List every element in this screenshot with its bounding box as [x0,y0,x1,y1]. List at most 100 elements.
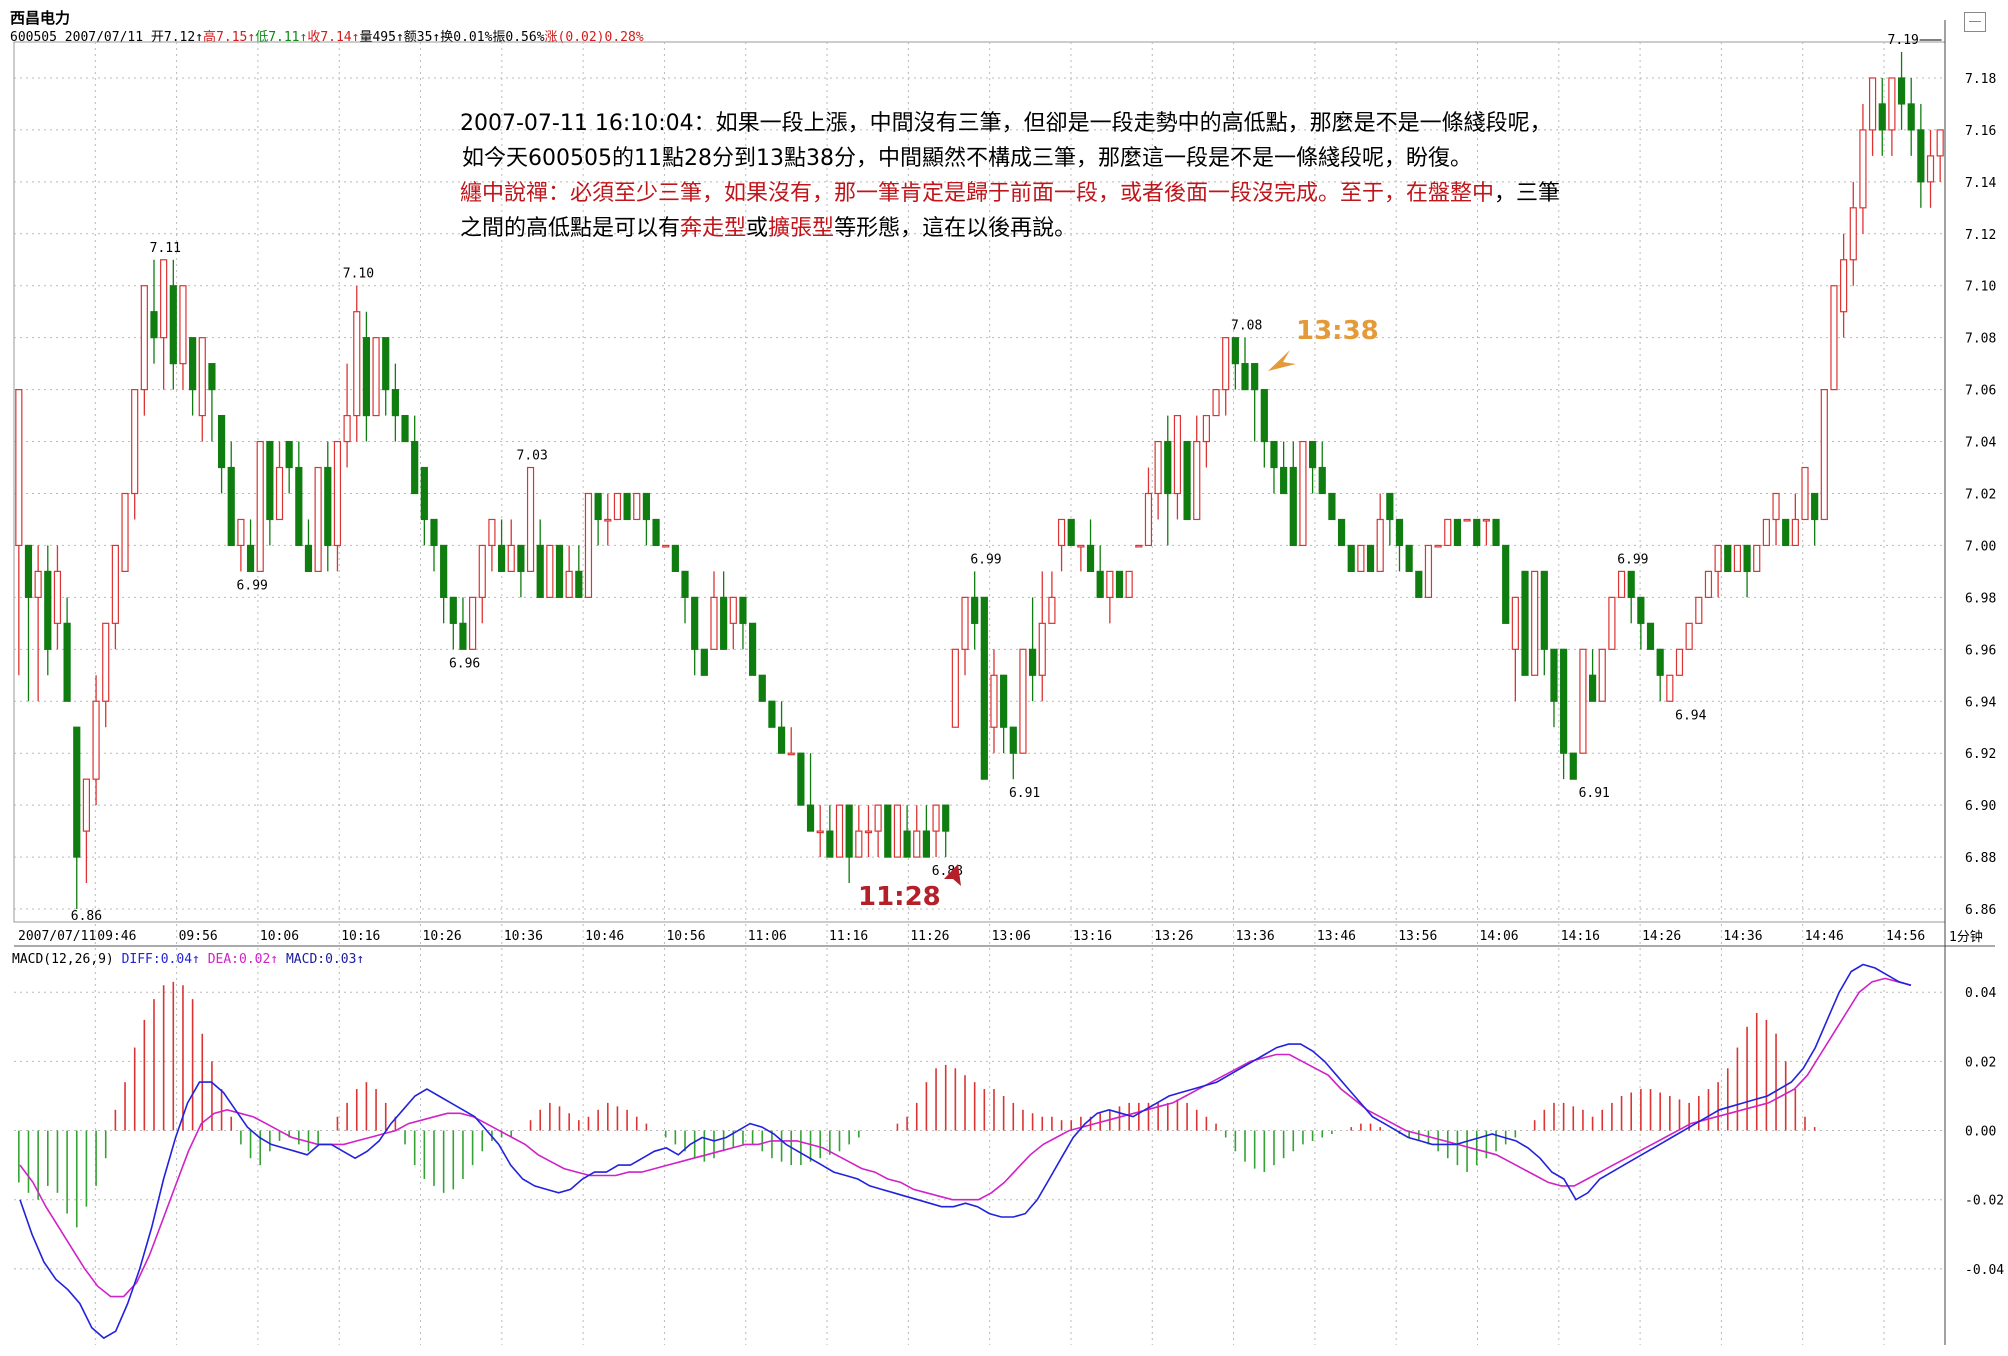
candle-body [1791,518,1799,547]
annotation-tail: ，三筆 [1494,181,1561,206]
candle-body [1000,674,1008,728]
candle-body [131,389,139,495]
panel-toggle-icon[interactable] [1964,12,1986,32]
candle-body [140,285,148,391]
candle-body [1193,440,1201,521]
candle-body [246,544,255,573]
price-tick-label: 7.00 [1965,539,1996,554]
candle-body [1695,596,1703,624]
candle-body [1328,492,1336,521]
candle-body [1048,596,1056,624]
annotation-highlight-running: 奔走型 [680,216,747,241]
candle-body [1801,466,1809,521]
macd-tick-label: 0.02 [1965,1055,1996,1070]
candle-body [469,596,477,650]
macd-tick-label: 0.00 [1965,1125,1996,1140]
candle-body [1086,544,1095,573]
candle-body [73,726,81,858]
price-tick-label: 6.92 [1965,747,1996,762]
candle-body [314,466,322,573]
dea-line [19,977,1912,1298]
annotation-line-4: 之間的高低點是可以有奔走型或擴張型等形態，這在以後再說。 [460,211,1640,246]
candle-body [864,830,873,834]
candle-body [826,830,834,858]
candle-body [691,596,699,650]
candle-body [1840,259,1848,313]
stock-name: 西昌电力 [10,9,71,27]
price-tick-label: 7.04 [1965,436,1996,451]
candle-body [913,830,921,858]
candle-body [1357,544,1365,573]
candle-body [1782,518,1790,547]
price-tick-label: 7.12 [1965,228,1996,243]
candle-body [1714,544,1722,573]
candle-body [1724,544,1732,573]
candle-body [575,570,583,598]
candle-body [237,518,245,547]
candle-body [295,466,303,547]
candle-body [1106,570,1114,598]
candle-body [92,700,100,780]
candle-body [1309,440,1317,469]
time-tick-label: 10:06 [260,929,299,944]
annotation-text: 2007-07-11 16:10:04：如果一段上漲，中間沒有三筆，但卻是一段走… [460,106,1640,246]
candle-body [256,440,264,573]
candle-body [1666,674,1674,702]
candle-body [797,752,805,806]
candle-body [652,518,660,547]
candle-body [1811,492,1819,521]
candle-body [1125,570,1133,598]
candle-body [1482,518,1490,522]
annotation-highlight-consolidation: 在盤整中 [1406,181,1495,206]
callout-arrow-1128 [944,864,961,886]
candle-body [1173,414,1182,495]
candle-body [1347,544,1355,573]
quote-date: 2007/07/11 [64,30,144,45]
time-tick-label: 11:26 [910,929,949,944]
candle-body [1376,518,1384,573]
candle-body [1434,544,1442,548]
turnover: 换0.01% [440,30,493,45]
price-tick-label: 6.94 [1965,695,1996,710]
low-price: 低7.11↑ [255,30,308,45]
time-tick-label: 10:46 [585,929,624,944]
candle-body [662,544,670,548]
candle-body [893,804,902,858]
candle-body [24,544,33,598]
close-price: 收7.14↑ [307,30,360,45]
candle-body [671,544,679,573]
annotation-highlight-expanding: 擴張型 [768,216,835,241]
candle-body [681,570,689,598]
price-tick-label: 6.88 [1965,851,1996,866]
candle-body [1067,518,1075,547]
candle-body [179,285,187,365]
candle-body [160,259,168,339]
candle-body [806,804,815,832]
candle-body [449,596,457,624]
time-tick-label: 14:26 [1642,929,1681,944]
quote-line: 600505 2007/07/11 开7.12↑高7.15↑低7.11↑收7.1… [10,28,644,48]
candle-body [1280,466,1288,495]
candle-body [1260,389,1268,443]
candle-body [1366,544,1375,573]
candle-body [34,570,42,598]
price-tick-label: 6.96 [1965,643,1996,658]
candle-body [1531,570,1539,676]
annotation-text-part: 或 [746,216,769,241]
candle-body [1299,440,1307,547]
callout-1128: 11:28 [858,882,941,912]
high-price: 高7.15↑ [203,30,256,45]
candle-body [1038,622,1046,676]
candle-body [1019,648,1027,754]
low-price-label: 6.86 [71,909,102,924]
period-label: 1分钟 [1949,929,1983,945]
time-tick-label: 14:16 [1561,929,1600,944]
candle-body [884,804,892,858]
candle-body [507,544,515,573]
candle-body [517,544,525,573]
candle-body [1753,544,1761,573]
candle-body [63,622,71,702]
candle-body [217,414,226,469]
candle-body [1453,518,1462,547]
